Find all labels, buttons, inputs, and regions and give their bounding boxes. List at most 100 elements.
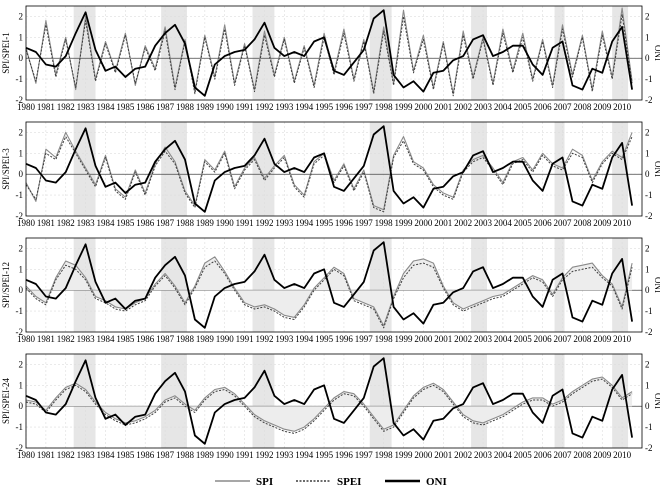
legend-label-spei: SPEI	[337, 476, 361, 488]
x-tick-label: 1999	[395, 334, 414, 344]
y-axis-label: SPI/SPEI-12	[1, 262, 11, 308]
x-tick-label: 2000	[414, 334, 433, 344]
x-tick-label: 2004	[494, 102, 513, 112]
y2-tick-label: 2	[645, 127, 650, 137]
y2-axis-label: ONI	[653, 277, 660, 293]
x-tick-label: 2002	[454, 334, 472, 344]
y2-tick-label: 0	[645, 169, 650, 179]
x-tick-label: 1993	[275, 218, 294, 228]
x-tick-label: 1997	[355, 334, 374, 344]
x-tick-label: 2000	[414, 218, 433, 228]
y-tick-label: 0	[19, 285, 24, 295]
x-tick-label: 2003	[474, 218, 493, 228]
x-tick-label: 2002	[454, 218, 472, 228]
x-tick-label: 1980	[17, 218, 36, 228]
x-tick-label: 2002	[454, 102, 472, 112]
plot-frame	[25, 121, 643, 217]
y-tick-label: -2	[16, 327, 24, 337]
x-tick-label: 1987	[156, 450, 175, 460]
x-tick-label: 1985	[116, 218, 135, 228]
y2-tick-label: -1	[645, 422, 653, 432]
series-line-oni	[25, 241, 633, 329]
x-tick-label: 1993	[275, 450, 294, 460]
y-tick-label: -2	[16, 211, 24, 221]
x-tick-label: 1981	[37, 450, 55, 460]
x-tick-label: 1992	[255, 218, 273, 228]
x-tick-label: 1987	[156, 334, 175, 344]
y2-tick-label: 0	[645, 401, 650, 411]
x-tick-label: 2005	[514, 450, 533, 460]
x-tick-label: 2004	[494, 450, 513, 460]
x-tick-label: 1989	[196, 102, 215, 112]
shaded-period	[612, 238, 629, 332]
y-axis-label: SPI/SPEI-1	[1, 32, 11, 74]
y-tick-label: 0	[19, 169, 24, 179]
x-tick-label: 1990	[216, 334, 235, 344]
shaded-period	[554, 122, 565, 216]
shaded-period	[612, 6, 629, 100]
x-tick-label: 1994	[295, 450, 314, 460]
x-tick-label: 1998	[375, 102, 394, 112]
y-tick-label: 0	[19, 53, 24, 63]
x-tick-label: 1989	[196, 218, 215, 228]
x-tick-label: 1982	[57, 450, 75, 460]
y2-tick-label: -2	[645, 327, 653, 337]
x-tick-label: 1986	[136, 334, 155, 344]
y-tick-label: 2	[19, 11, 24, 21]
x-tick-label: 2007	[554, 334, 573, 344]
y-tick-label: -2	[16, 95, 24, 105]
x-tick-label: 1995	[315, 450, 334, 460]
x-tick-label: 1995	[315, 334, 334, 344]
x-tick-label: 2007	[554, 218, 573, 228]
x-tick-label: 1991	[236, 450, 254, 460]
shaded-period	[252, 238, 275, 332]
x-tick-label: 1984	[96, 218, 115, 228]
y2-axis-label: ONI	[653, 161, 660, 177]
x-tick-label: 2009	[593, 102, 612, 112]
x-tick-label: 1985	[116, 334, 135, 344]
x-tick-label: 1983	[77, 334, 96, 344]
x-tick-label: 1981	[37, 102, 55, 112]
y2-tick-label: 1	[645, 264, 650, 274]
y2-axis-label: ONI	[653, 45, 660, 61]
x-tick-label: 1980	[17, 450, 36, 460]
x-tick-label: 1982	[57, 102, 75, 112]
shaded-period	[252, 354, 275, 448]
x-tick-label: 1988	[176, 218, 195, 228]
y-tick-label: 0	[19, 401, 24, 411]
x-tick-label: 2003	[474, 334, 493, 344]
x-tick-label: 1988	[176, 334, 195, 344]
x-tick-label: 1995	[315, 102, 334, 112]
x-tick-label: 2003	[474, 450, 493, 460]
x-tick-label: 1997	[355, 102, 374, 112]
plot-frame	[25, 5, 643, 101]
y-tick-label: 1	[19, 380, 24, 390]
series-line-oni	[25, 125, 633, 213]
y-tick-label: 1	[19, 264, 24, 274]
series-line-spei	[25, 260, 633, 329]
y-tick-label: -1	[16, 74, 24, 84]
x-tick-label: 1998	[375, 334, 394, 344]
shaded-period	[471, 122, 488, 216]
x-tick-label: 1987	[156, 218, 175, 228]
shaded-period	[73, 122, 96, 216]
x-tick-label: 1996	[335, 102, 354, 112]
x-tick-label: 1994	[295, 334, 314, 344]
x-tick-label: 2010	[613, 450, 632, 460]
y-tick-label: -2	[16, 443, 24, 453]
panels-container: 1980 1981 1982 1983 1984 1985 1986 1987 1988 1989…	[1, 5, 660, 460]
x-tick-label: 1981	[37, 218, 55, 228]
x-tick-label: 2006	[534, 218, 553, 228]
y2-tick-label: -1	[645, 190, 653, 200]
shaded-period	[471, 354, 488, 448]
y-axis-label: SPI/SPEI-3	[1, 148, 11, 190]
x-tick-label: 1985	[116, 450, 135, 460]
x-tick-label: 1996	[335, 450, 354, 460]
plot-frame	[25, 237, 643, 333]
panel-2: 1980 1981 1982 1983 1984 1985 1986 1987 1988 1989…	[1, 121, 660, 228]
x-tick-label: 1991	[236, 102, 254, 112]
x-tick-label: 2004	[494, 218, 513, 228]
x-tick-label: 1983	[77, 102, 96, 112]
x-tick-label: 1984	[96, 334, 115, 344]
